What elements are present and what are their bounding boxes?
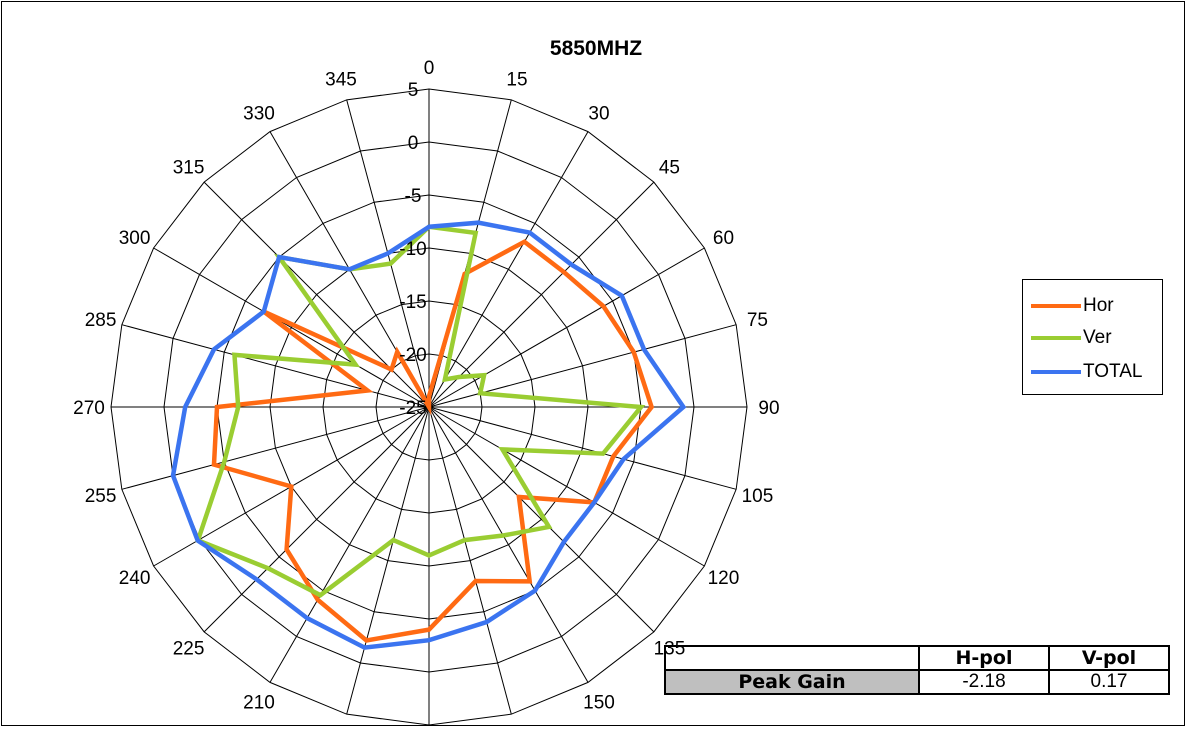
legend-swatch-total bbox=[1031, 370, 1081, 374]
angle-label: 225 bbox=[173, 638, 205, 659]
grid-spoke bbox=[153, 247, 430, 408]
angle-label: 345 bbox=[325, 70, 357, 91]
radial-tick-label: -5 bbox=[405, 186, 422, 207]
legend-swatch-hor bbox=[1031, 304, 1081, 308]
series-layer bbox=[170, 220, 687, 650]
angle-label: 255 bbox=[85, 486, 117, 507]
radial-tick-label: -20 bbox=[399, 345, 426, 366]
grid-spoke bbox=[428, 247, 705, 408]
grid-spoke bbox=[428, 406, 512, 715]
grid-spoke bbox=[121, 406, 430, 490]
angle-label: 120 bbox=[708, 568, 740, 589]
angle-label: 210 bbox=[243, 692, 275, 713]
angle-label: 60 bbox=[713, 228, 734, 249]
angle-label: 285 bbox=[85, 310, 117, 331]
grid-spoke bbox=[428, 406, 655, 633]
angle-label: 90 bbox=[758, 398, 779, 419]
angle-label: 150 bbox=[583, 692, 615, 713]
angle-label: 165 bbox=[501, 726, 533, 729]
radial-tick-labels: 5 0 -5 -10 -15 -20 -25 bbox=[399, 80, 426, 419]
grid-spoke bbox=[428, 406, 589, 683]
legend-item-total: TOTAL bbox=[1031, 360, 1142, 384]
radial-tick-label: -25 bbox=[399, 398, 426, 419]
radial-tick-label: 5 bbox=[408, 80, 419, 101]
grid-spoke bbox=[428, 324, 737, 408]
peak-gain-table: H-pol V-pol Peak Gain -2.18 0.17 bbox=[664, 645, 1170, 695]
table-cell-hpol: -2.18 bbox=[918, 669, 1050, 695]
table-row-label: Peak Gain bbox=[664, 669, 920, 695]
legend: Hor Ver TOTAL bbox=[1022, 279, 1163, 395]
legend-label-total: TOTAL bbox=[1083, 361, 1143, 382]
radial-tick-label: -15 bbox=[399, 292, 426, 313]
legend-swatch-ver bbox=[1031, 336, 1081, 340]
legend-label-ver: Ver bbox=[1083, 327, 1112, 348]
angle-label: 195 bbox=[325, 726, 357, 729]
angle-label: 240 bbox=[119, 568, 151, 589]
angle-label: 105 bbox=[742, 486, 774, 507]
table-header-row: H-pol V-pol bbox=[664, 645, 1170, 671]
angle-labels: 0153045607590105120135150165195210225240… bbox=[73, 58, 779, 729]
angle-label: 30 bbox=[588, 104, 609, 125]
radial-tick-label: 0 bbox=[408, 133, 419, 154]
grid-spoke bbox=[346, 406, 430, 715]
angle-label: 315 bbox=[173, 158, 205, 179]
grid-spoke bbox=[203, 406, 430, 633]
table-row: Peak Gain -2.18 0.17 bbox=[664, 669, 1170, 695]
angle-label: 270 bbox=[73, 398, 105, 419]
angle-label: 330 bbox=[243, 104, 275, 125]
grid-spoke bbox=[428, 406, 705, 567]
angle-label: 45 bbox=[659, 158, 680, 179]
series-line-total bbox=[170, 220, 687, 650]
angle-label: 15 bbox=[506, 70, 527, 91]
series-line-ver bbox=[195, 224, 646, 598]
grid-spoke bbox=[269, 406, 430, 683]
table-header-hpol: H-pol bbox=[918, 645, 1050, 671]
table-header-empty bbox=[664, 645, 920, 671]
legend-label-hor: Hor bbox=[1083, 295, 1114, 316]
angle-label: 300 bbox=[119, 228, 151, 249]
angle-label: 0 bbox=[424, 58, 435, 79]
legend-item-ver: Ver bbox=[1031, 326, 1112, 350]
grid-spoke bbox=[428, 131, 589, 408]
radial-tick-label: -10 bbox=[399, 239, 426, 260]
grid-spoke bbox=[121, 324, 430, 408]
grid-spoke bbox=[428, 181, 655, 408]
angle-label: 75 bbox=[747, 310, 768, 331]
grid-spoke bbox=[428, 406, 737, 490]
table-cell-vpol: 0.17 bbox=[1048, 669, 1170, 695]
legend-item-hor: Hor bbox=[1031, 294, 1114, 318]
chart-title: 5850MHZ bbox=[550, 37, 642, 60]
table-header-vpol: V-pol bbox=[1048, 645, 1170, 671]
